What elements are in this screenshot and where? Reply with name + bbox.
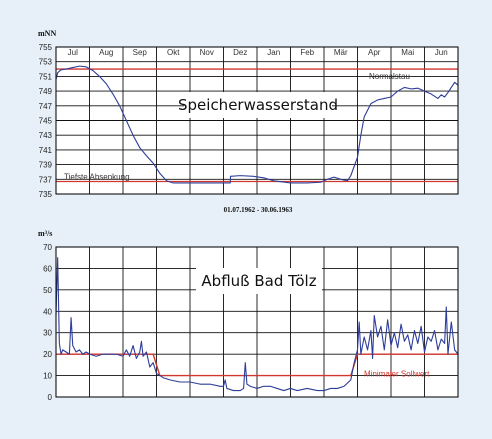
water-level-unit: mNN [38, 29, 56, 38]
water-level-y-tick-label: 739 [39, 161, 53, 170]
water-level-month-label: Jan [267, 48, 280, 57]
discharge-plot-area: 0 10 20 30 40 50 60 70 Minimaler Sollwert [43, 243, 459, 402]
discharge-y-tick-label: 50 [43, 286, 52, 295]
water-level-title: Speicherwasserstand [178, 96, 338, 114]
normalstau-label: Normalstau [369, 72, 410, 81]
water-level-y-tick-label: 755 [39, 43, 53, 52]
water-level-y-tick-label: 749 [39, 87, 53, 96]
minimaler-sollwert-label: Minimaler Sollwert [364, 369, 430, 378]
discharge-y-tick-label: 20 [43, 350, 52, 359]
water-level-y-tick-label: 741 [39, 146, 53, 155]
water-level-month-label: Okt [167, 48, 180, 57]
discharge-reference-line [56, 353, 458, 377]
water-level-month-label: Sep [133, 48, 148, 57]
water-level-month-label: Nov [200, 48, 214, 57]
discharge-y-tick-label: 0 [48, 393, 53, 402]
discharge-plot-frame [55, 246, 459, 398]
discharge-title-box [196, 268, 322, 294]
water-level-y-tick-label: 735 [39, 190, 53, 199]
water-level-title-box [184, 92, 332, 118]
discharge-y-tick-label: 30 [43, 329, 52, 338]
water-level-month-label: Jun [435, 48, 448, 57]
date-range: 01.07.1962 - 30.06.1963 [224, 206, 293, 214]
tiefste-absenkung-label: Tiefste Absenkung [64, 173, 130, 182]
water-level-chart: mNN 735 737 739 741 743 745 747 749 751 753 755 Jul… [38, 29, 459, 199]
discharge-chart: m³/s 0 10 20 30 40 50 60 70 Minimaler Sollwert A… [38, 229, 459, 402]
water-level-y-tick-label: 747 [39, 102, 53, 111]
discharge-y-tick-label: 10 [43, 372, 52, 381]
discharge-y-tick-label: 70 [43, 243, 52, 252]
water-level-month-label: Mai [401, 48, 414, 57]
water-level-y-tick-label: 737 [39, 175, 53, 184]
water-level-month-label: Dez [233, 48, 247, 57]
discharge-y-tick-label: 40 [43, 307, 52, 316]
discharge-unit: m³/s [38, 229, 52, 238]
water-level-month-label: Mär [334, 48, 348, 57]
discharge-title: Abfluß Bad Tölz [201, 272, 316, 290]
water-level-y-tick-label: 753 [39, 58, 53, 67]
water-level-month-label: Apr [368, 48, 381, 57]
water-level-y-tick-label: 743 [39, 131, 53, 140]
water-level-month-label: Jul [68, 48, 78, 57]
water-level-month-label: Aug [99, 48, 113, 57]
water-level-plot-area: 735 737 739 741 743 745 747 749 751 753 755 Jul Aug S… [39, 43, 459, 199]
water-level-plot-frame [55, 46, 459, 195]
discharge-y-tick-label: 60 [43, 264, 52, 273]
water-level-y-tick-label: 745 [39, 117, 53, 126]
water-level-series-line [55, 65, 459, 184]
discharge-series-line [55, 257, 459, 392]
water-level-month-label: Feb [300, 48, 314, 57]
water-level-y-tick-label: 751 [39, 72, 53, 81]
